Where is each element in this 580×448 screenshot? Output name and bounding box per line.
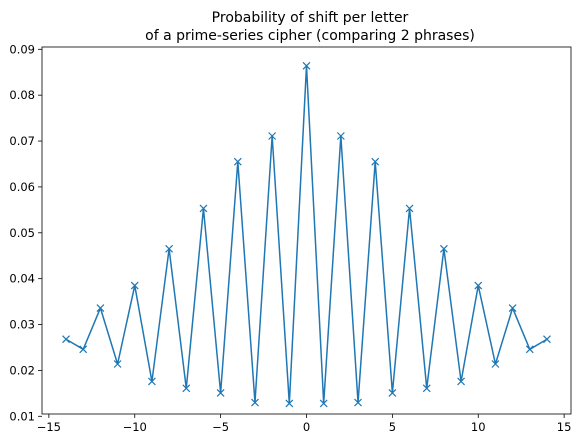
data-point — [79, 345, 88, 354]
y-tick-label: 0.06 — [9, 180, 35, 194]
data-point — [216, 388, 225, 397]
data-point — [491, 360, 500, 368]
data-point — [96, 304, 105, 312]
data-point — [405, 204, 414, 213]
data-point — [354, 398, 362, 407]
x-tick-label: 0 — [303, 420, 310, 434]
data-point — [371, 157, 380, 166]
data-point — [62, 335, 70, 344]
x-tick-label: −15 — [37, 420, 61, 434]
x-tick-label: 10 — [471, 420, 486, 434]
data-point — [165, 244, 174, 253]
data-point — [457, 377, 466, 386]
data-point — [233, 157, 242, 166]
series-line — [65, 65, 548, 405]
data-point — [543, 335, 551, 344]
data-point — [422, 384, 431, 393]
y-tick-label: 0.03 — [9, 318, 35, 332]
data-point — [525, 345, 534, 354]
data-point — [439, 244, 448, 253]
data-point — [268, 132, 277, 140]
y-tick-label: 0.04 — [9, 272, 35, 286]
y-tick-label: 0.01 — [9, 409, 35, 423]
data-point — [199, 204, 208, 213]
data-point — [508, 304, 517, 312]
x-tick-label: −10 — [123, 420, 147, 434]
data-point — [285, 399, 294, 408]
plot-frame — [41, 46, 572, 415]
chart-title-line-1: Probability of shift per letter — [212, 10, 409, 26]
x-tick-label: 15 — [557, 420, 572, 434]
data-point — [182, 384, 191, 393]
data-point — [130, 281, 139, 290]
x-tick-label: 5 — [389, 420, 396, 434]
chart-title-line-2: of a prime-series cipher (comparing 2 ph… — [145, 28, 475, 44]
data-point — [388, 388, 397, 397]
plot-area: −15 −10 −5 0 5 10 15 0.01 0.02 0.03 0.04 0.05 0.06 0.… — [9, 42, 571, 434]
data-point — [319, 399, 328, 408]
y-tick-label: 0.02 — [9, 363, 35, 377]
data-point — [336, 132, 345, 140]
data-point — [147, 377, 156, 386]
x-tick-label: −5 — [212, 420, 229, 434]
y-tick-label: 0.07 — [9, 134, 35, 148]
data-point — [474, 281, 483, 290]
y-tick-label: 0.05 — [9, 226, 35, 240]
y-tick-label: 0.08 — [9, 88, 35, 102]
data-point — [251, 398, 259, 407]
data-point — [302, 61, 311, 70]
y-tick-label: 0.09 — [9, 42, 35, 56]
data-point — [113, 360, 122, 368]
